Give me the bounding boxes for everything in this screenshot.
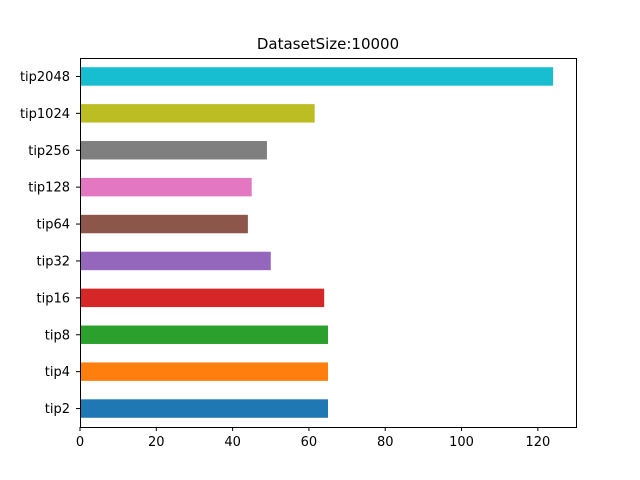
axes-frame — [80, 58, 577, 428]
x-tick-label: 80 — [377, 435, 394, 450]
x-tick-label: 20 — [148, 435, 165, 450]
bar-tip8 — [80, 325, 328, 344]
bar-tip128 — [80, 177, 252, 197]
bar-tip4 — [80, 362, 328, 381]
y-axis-ticks: tip2 tip4 tip8 tip16 tip32 tip64 tip128 tip256 t… — [20, 70, 80, 417]
bar-tip32 — [80, 251, 271, 271]
bar-tip64 — [80, 214, 248, 234]
y-tick-label: tip8 — [45, 328, 70, 343]
x-tick-label: 0 — [76, 435, 84, 450]
x-axis-ticks: 0 20 40 60 80 100 120 — [76, 427, 550, 450]
x-tick-label: 40 — [224, 435, 241, 450]
y-tick-label: tip4 — [45, 365, 70, 380]
y-tick-label: tip256 — [28, 144, 70, 159]
bar-tip1024 — [80, 104, 315, 123]
y-tick-label: tip64 — [36, 218, 70, 233]
bar-tip2 — [80, 399, 328, 418]
x-tick-label: 60 — [301, 435, 318, 450]
bar-tip2048 — [80, 67, 554, 86]
bars-group — [80, 67, 554, 418]
bar-tip256 — [80, 141, 267, 160]
chart-title: DatasetSize:10000 — [257, 35, 399, 53]
y-tick-label: tip32 — [36, 254, 70, 269]
y-tick-label: tip2048 — [20, 70, 70, 85]
x-tick-label: 120 — [525, 435, 550, 450]
y-tick-label: tip16 — [36, 291, 70, 306]
bar-tip16 — [80, 288, 325, 308]
y-tick-label: tip2 — [45, 402, 70, 417]
y-tick-label: tip128 — [28, 181, 70, 196]
y-tick-label: tip1024 — [20, 107, 70, 122]
x-tick-label: 100 — [449, 435, 474, 450]
